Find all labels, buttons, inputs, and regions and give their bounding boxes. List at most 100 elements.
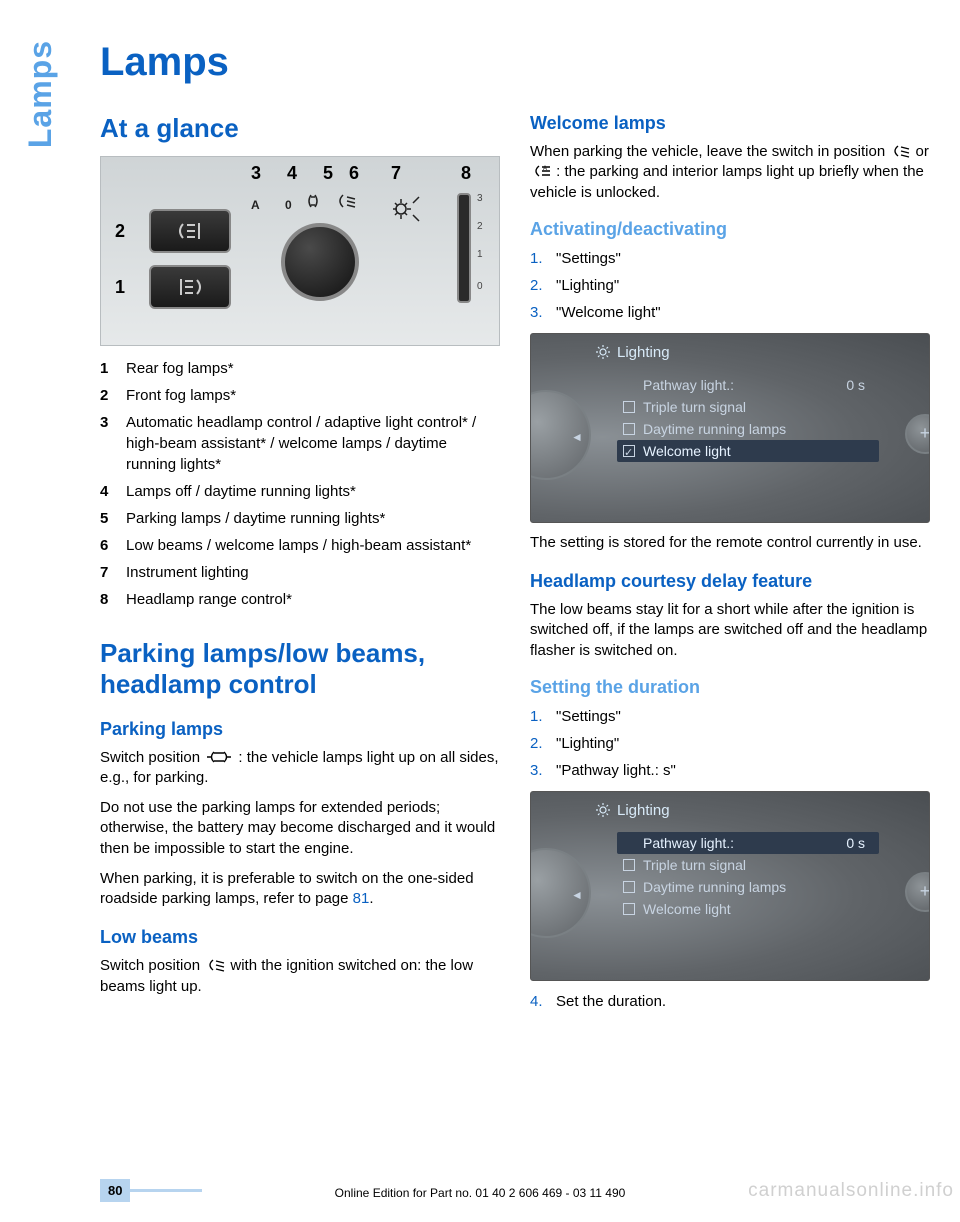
fog-lamp-icon [175,221,205,241]
text: When parking, it is preferable to switch… [100,870,474,907]
page-content: Lamps At a glance 3 4 5 6 7 8 2 1 [100,40,930,1018]
text: Switch position [100,957,204,974]
step-num: 2. [530,733,556,754]
list-text: Rear fog lamps* [126,358,234,379]
rear-fog-button [149,265,231,309]
svg-text:A: A [543,166,547,172]
idrive-row-selected: Welcome light [617,440,879,462]
checkbox-icon [623,401,635,413]
step-text: "Settings" [556,706,621,727]
text: . [369,890,373,907]
row-value: 0 s [846,377,873,393]
list-num: 8 [100,589,126,610]
watermark-text: carmanualsonline.info [748,1180,954,1202]
parking-p2: Do not use the parking lamps for extende… [100,798,500,859]
callout-6: 6 [349,163,359,184]
plus-icon: + [905,414,930,454]
svg-text:A: A [251,198,260,212]
list-num: 6 [100,535,126,556]
list-text: Headlamp range control* [126,589,292,610]
callout-2: 2 [115,221,125,242]
duration-steps: 1."Settings" 2."Lighting" 3."Pathway lig… [530,706,930,781]
parking-low-heading: Parking lamps/low beams, headlamp contro… [100,638,500,700]
parking-p3: When parking, it is preferable to switch… [100,869,500,910]
text: or [916,143,929,160]
list-text: Automatic headlamp control / adaptive li… [126,412,500,475]
parking-lamps-heading: Parking lamps [100,719,500,740]
idrive-header: Lighting [595,344,670,361]
step-text: "Pathway light.: s" [556,760,676,781]
auto-light-icon: A [530,164,552,178]
welcome-lamps-heading: Welcome lamps [530,113,930,134]
list-text: Low beams / welcome lamps / high-beam as… [126,535,471,556]
list-num: 5 [100,508,126,529]
step-text: "Lighting" [556,275,619,296]
checkbox-icon [623,859,635,871]
step-text: "Welcome light" [556,302,661,323]
welcome-p1: When parking the vehicle, leave the swit… [530,142,930,203]
sidebar-section-label: Lamps [22,40,59,148]
list-num: 2 [100,385,126,406]
page-number: 80 [100,1179,130,1202]
idrive-row: Daytime running lamps [617,876,879,898]
courtesy-heading: Headlamp courtesy delay feature [530,571,930,592]
list-num: 4 [100,481,126,502]
idrive-row: Pathway light.:0 s [617,374,879,396]
text: Switch position [100,749,204,766]
lighting-icon [595,802,611,818]
callout-7: 7 [391,163,401,184]
step-num: 3. [530,760,556,781]
low-beam-icon [889,144,911,158]
idrive-menu: Pathway light.:0 s Triple turn signal Da… [617,374,879,462]
idrive-row: Daytime running lamps [617,418,879,440]
svg-text:0: 0 [285,198,292,212]
list-num: 1 [100,358,126,379]
list-text: Instrument lighting [126,562,249,583]
at-a-glance-heading: At a glance [100,113,500,144]
step-text: "Lighting" [556,733,619,754]
idrive-row: Triple turn signal [617,854,879,876]
list-num: 3 [100,412,126,475]
arrow-left-icon: ◄ [571,430,583,444]
courtesy-p1: The low beams stay lit for a short while… [530,600,930,661]
idrive-menu: Pathway light.: 0 s Triple turn signal Da… [617,832,879,920]
callout-4: 4 [287,163,297,184]
step-num: 2. [530,275,556,296]
low-beam-icon [204,958,226,972]
list-text: Lamps off / daytime running lights* [126,481,356,502]
callout-5: 5 [323,163,333,184]
step-num: 1. [530,706,556,727]
callout-8: 8 [461,163,471,184]
callout-1: 1 [115,277,125,298]
rotary-knob [281,223,359,301]
glance-list: 1Rear fog lamps* 2Front fog lamps* 3Auto… [100,358,500,610]
step-num: 3. [530,302,556,323]
list-num: 7 [100,562,126,583]
row-label: Welcome light [643,443,731,459]
activating-heading: Activating/deactivating [530,219,930,240]
duration-step4: 4.Set the duration. [530,991,930,1012]
page-tab-bar [130,1189,202,1192]
row-label: Daytime running lamps [643,879,786,895]
idrive-row-selected: Pathway light.: 0 s [617,832,879,854]
page-link-81[interactable]: 81 [353,890,370,907]
idrive-screenshot-pathway: ◄ + Lighting Pathway light.:0 s Triple t… [530,791,930,981]
idrive-header-text: Lighting [617,344,670,361]
arrow-left-icon: ◄ [571,888,583,902]
row-value: 0 s [846,835,873,851]
idrive-row: Triple turn signal [617,396,879,418]
left-column: At a glance 3 4 5 6 7 8 2 1 [100,113,500,1018]
step-num: 1. [530,248,556,269]
row-label: Pathway light.: [643,835,734,851]
low-beams-p1: Switch position with the ignition switch… [100,956,500,997]
row-label: Daytime running lamps [643,421,786,437]
idrive-screenshot-welcome: ◄ + Lighting Pathway light.:0 s Triple t… [530,333,930,523]
step-num: 4. [530,991,556,1012]
lighting-icon [595,344,611,360]
idrive-header: Lighting [595,802,670,819]
callout-3: 3 [251,163,261,184]
duration-heading: Setting the duration [530,677,930,698]
idrive-header-text: Lighting [617,802,670,819]
parking-p1: Switch position : the vehicle lamps ligh… [100,748,500,789]
activating-steps: 1."Settings" 2."Lighting" 3."Welcome lig… [530,248,930,323]
